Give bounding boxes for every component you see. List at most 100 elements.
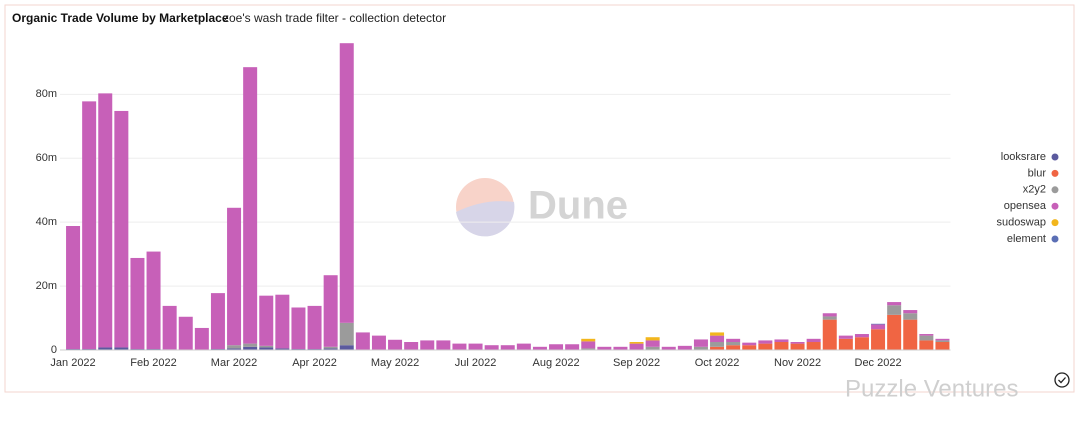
bar-segment	[694, 339, 708, 346]
bar-segment	[935, 342, 949, 350]
bar-segment	[163, 306, 177, 349]
bar-segment	[758, 344, 772, 350]
bar-segment	[871, 324, 885, 325]
y-tick-label: 60m	[36, 152, 57, 164]
y-tick-label: 80m	[36, 88, 57, 100]
bar-segment	[404, 342, 418, 350]
bar-segment	[807, 339, 821, 342]
bar-segment	[871, 324, 885, 329]
bar-segment	[919, 334, 933, 336]
bar-segment	[324, 347, 338, 349]
bar-segment	[839, 336, 853, 339]
x-tick-label: Dec 2022	[855, 357, 902, 369]
legend-label: sudoswap	[996, 217, 1046, 229]
bar-segment	[243, 67, 257, 343]
y-tick-label: 0	[51, 344, 57, 356]
bar-segment	[823, 313, 837, 316]
bar-segment	[388, 340, 402, 350]
bar-segment	[791, 342, 805, 344]
bar-segment	[469, 344, 483, 350]
bar-segment	[887, 315, 901, 350]
bar-segment	[98, 93, 112, 347]
x-tick-label: Jul 2022	[455, 357, 497, 369]
bar-segment	[630, 342, 644, 344]
x-tick-label: Jan 2022	[50, 357, 95, 369]
x-tick-label: May 2022	[371, 357, 419, 369]
bar-segment	[726, 339, 740, 342]
bar-segment	[549, 344, 563, 350]
bar-segment	[823, 316, 837, 319]
x-tick-label: Sep 2022	[613, 357, 660, 369]
bar-segment	[871, 329, 885, 350]
bar-segment	[887, 305, 901, 315]
bar-segment	[227, 345, 241, 348]
bar-segment	[855, 337, 869, 350]
bar-segment	[259, 296, 273, 346]
bar-segment	[581, 339, 595, 342]
bar-segment	[66, 226, 80, 349]
legend-label: element	[1007, 233, 1046, 245]
bar-segment	[501, 345, 515, 350]
bar-segment	[259, 346, 273, 348]
x-tick-label: Feb 2022	[130, 357, 176, 369]
bar-segment	[646, 340, 660, 346]
bar-segment	[147, 252, 161, 349]
bar-segment	[919, 340, 933, 350]
bar-segment	[855, 334, 869, 337]
bar-segment	[903, 313, 917, 319]
bar-segment	[791, 344, 805, 350]
dune-logo	[456, 178, 514, 236]
legend-swatch	[1052, 186, 1059, 193]
bar-segment	[211, 293, 225, 349]
bar-segment	[774, 339, 788, 342]
bar-segment	[517, 344, 531, 350]
bar-segment	[935, 339, 949, 341]
y-tick-label: 20m	[36, 280, 57, 292]
bar-segment	[678, 346, 692, 350]
legend-label: opensea	[1004, 200, 1047, 212]
bar-segment	[710, 342, 724, 347]
bar-segment	[452, 344, 466, 350]
bar-segment	[646, 337, 660, 340]
bar-segment	[903, 320, 917, 350]
x-tick-label: Oct 2022	[695, 357, 740, 369]
bar-segment	[565, 344, 579, 350]
bar-segment	[742, 345, 756, 350]
bar-segment	[710, 336, 724, 342]
bar-segment	[340, 345, 354, 350]
legend-swatch	[1052, 236, 1059, 243]
bar-segment	[774, 342, 788, 350]
bar-segment	[114, 111, 128, 347]
legend-swatch	[1052, 203, 1059, 210]
bar-segment	[420, 340, 434, 350]
legend-label: blur	[1028, 167, 1047, 179]
bar-segment	[726, 342, 740, 345]
legend-label: looksrare	[1001, 151, 1046, 163]
y-tick-label: 40m	[36, 216, 57, 228]
overlay-text: Puzzle Ventures	[845, 375, 1018, 402]
bar-segment	[935, 340, 949, 342]
bar-segment	[919, 336, 933, 341]
legend-label: x2y2	[1023, 184, 1046, 196]
bar-segment	[227, 208, 241, 345]
bar-segment	[630, 344, 644, 350]
x-tick-label: Aug 2022	[532, 357, 579, 369]
bar-segment	[324, 275, 338, 347]
bar-segment	[372, 336, 386, 350]
x-tick-label: Apr 2022	[292, 357, 337, 369]
bar-segment	[903, 310, 917, 313]
chart-subtitle: zoe's wash trade filter - collection det…	[223, 11, 446, 25]
bar-segment	[581, 341, 595, 348]
bar-segment	[726, 345, 740, 350]
bar-segment	[308, 306, 322, 349]
bar-segment	[887, 302, 901, 305]
x-tick-label: Mar 2022	[211, 357, 257, 369]
bar-segment	[710, 332, 724, 335]
bar-segment	[179, 317, 193, 350]
legend-swatch	[1052, 170, 1059, 177]
bar-segment	[485, 345, 499, 350]
bar-segment	[291, 307, 305, 349]
bar-segment	[436, 340, 450, 350]
x-tick-label: Nov 2022	[774, 357, 821, 369]
